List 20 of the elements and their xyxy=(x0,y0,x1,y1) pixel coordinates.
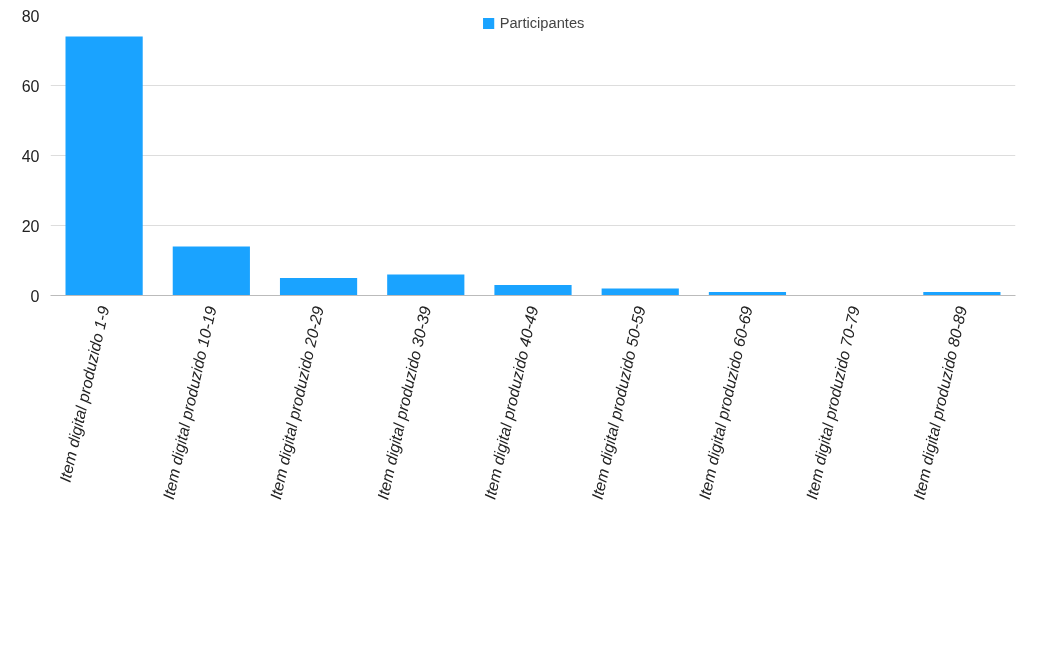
y-tick-label: 80 xyxy=(21,7,40,25)
y-tick-label: 20 xyxy=(21,217,40,235)
x-tick-label: Item digital produzido 70-79 xyxy=(803,304,863,502)
bar xyxy=(387,274,465,296)
x-tick-label: Item digital produzido 50-59 xyxy=(588,304,649,502)
y-tick-label: 40 xyxy=(21,147,40,165)
x-tick-label: Item digital produzido 10-19 xyxy=(159,304,220,502)
bar xyxy=(65,36,143,296)
x-tick-label: Item digital produzido 30-39 xyxy=(374,304,435,502)
y-tick-label: 60 xyxy=(21,77,40,95)
bar xyxy=(279,278,358,296)
x-tick-label: Item digital produzido 60-69 xyxy=(695,304,756,502)
legend-label: Participantes xyxy=(499,15,585,31)
x-tick-label: Item digital produzido 1-9 xyxy=(56,304,113,484)
y-tick-label: 0 xyxy=(30,287,40,305)
x-tick-label: Item digital produzido 20-29 xyxy=(267,304,327,502)
x-tick-label: Item digital produzido 80-89 xyxy=(910,304,971,502)
x-tick-label: Item digital produzido 40-49 xyxy=(481,304,542,502)
bar xyxy=(172,246,250,296)
bar xyxy=(494,285,572,296)
